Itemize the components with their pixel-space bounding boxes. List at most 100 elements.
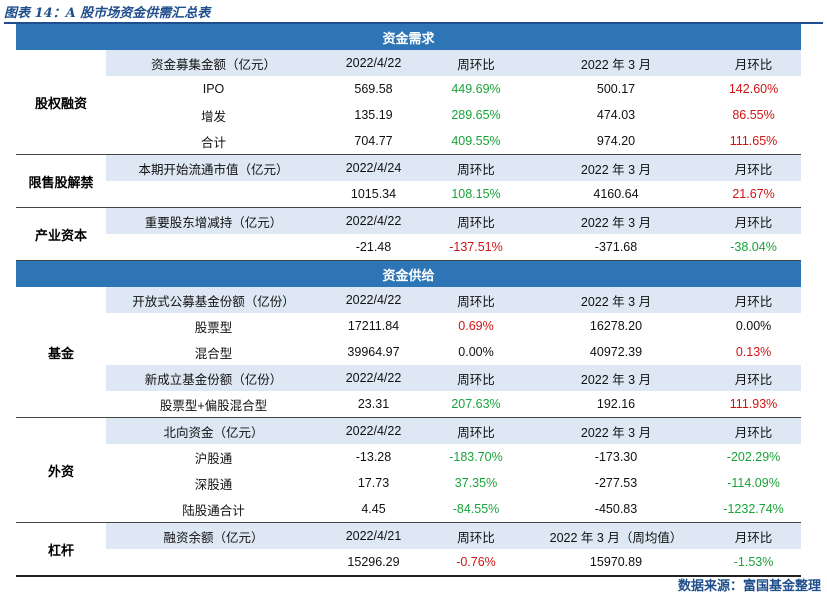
cell-item: 股票型: [194, 320, 233, 335]
cell-date: 17.73: [357, 476, 390, 490]
data-row: 15296.29 -0.76% 15970.89 -1.53%: [16, 549, 802, 577]
cell-month: 474.03: [596, 108, 636, 122]
cell-mom: -38.04%: [706, 234, 802, 261]
cell-wow: 207.63%: [426, 391, 526, 418]
group-label: 股权融资: [16, 50, 106, 155]
data-row: -21.48 -137.51% -371.68 -38.04%: [16, 234, 802, 261]
subheader-row: 杠杆 融资余额（亿元） 2022/4/21 周环比 2022 年 3 月（周均值） 月环比: [16, 522, 802, 577]
cell-month: -450.83: [526, 496, 706, 523]
cell-date: 569.58: [354, 82, 393, 96]
cell-date: 23.31: [321, 391, 426, 418]
cell-wow: 449.69%: [451, 82, 501, 96]
header-item: 资金募集金额（亿元）: [106, 50, 321, 76]
cell-item: 混合型: [194, 346, 233, 361]
fund-supply-demand-table: 资金需求 股权融资 资金募集金额（亿元） 2022/4/22 周环比 2022 年 3 月…: [16, 24, 802, 577]
header-item: 新成立基金份额（亿份）: [106, 365, 321, 391]
data-row: 陆股通合计 4.45 -84.55% -450.83 -1232.74%: [16, 496, 802, 523]
header-month: 2022 年 3 月（周均值）: [526, 522, 706, 549]
header-month: 2022 年 3 月: [526, 365, 706, 391]
cell-mom: 111.65%: [706, 128, 802, 155]
header-month: 2022 年 3 月: [526, 154, 706, 181]
cell-date: 17211.84: [347, 319, 400, 333]
header-mom: 月环比: [706, 417, 802, 444]
cell-mom: -1.53%: [706, 549, 802, 577]
cell-mom: 0.13%: [735, 345, 772, 359]
cell-mom: -114.09%: [727, 476, 780, 490]
header-mom: 月环比: [706, 50, 802, 76]
subheader-row: 外资 北向资金（亿元） 2022/4/22 周环比 2022 年 3 月月环比: [16, 417, 802, 523]
cell-item: 增发: [200, 109, 226, 124]
cell-item: [106, 234, 321, 261]
cell-wow: 37.35%: [454, 476, 498, 490]
header-date: 2022/4/22: [321, 365, 426, 391]
header-mom: 月环比: [706, 287, 802, 313]
cell-month: 16278.20: [589, 319, 643, 333]
data-row: 深股通 17.73 37.35% -277.53 -114.09%: [16, 470, 801, 496]
cell-wow: 108.15%: [426, 181, 526, 208]
header-month: 2022 年 3 月: [526, 417, 706, 444]
subheader-row: 新成立基金份额（亿份） 2022/4/22 周环比 2022 年 3 月月环比: [16, 365, 802, 391]
cell-mom: 142.60%: [728, 82, 779, 96]
data-row: 1015.34 108.15% 4160.64 21.67%: [16, 181, 802, 208]
header-item: 开放式公募基金份额（亿份）: [106, 287, 321, 313]
cell-wow: 0.00%: [458, 345, 494, 359]
data-row: 股票型 17211.84 0.69% 16278.20 0.00%: [16, 313, 801, 339]
cell-month: -173.30: [594, 450, 638, 464]
cell-wow: 289.65%: [451, 108, 501, 122]
cell-item: 陆股通合计: [106, 496, 321, 523]
header-wow: 周环比: [426, 154, 526, 181]
subheader-row: 产业资本 重要股东增减持（亿元） 2022/4/22 周环比 2022 年 3 月月环比: [16, 207, 802, 261]
cell-month: 40972.39: [589, 345, 643, 359]
header-month: 2022 年 3 月: [526, 287, 706, 313]
cell-date: 135.19: [354, 108, 393, 122]
data-row: 增发 135.19 289.65% 474.03 86.55%: [16, 102, 801, 128]
cell-wow: 409.55%: [426, 128, 526, 155]
cell-month: 974.20: [526, 128, 706, 155]
cell-mom: -1232.74%: [706, 496, 802, 523]
title-rule: [4, 22, 823, 24]
header-date: 2022/4/22: [321, 207, 426, 234]
cell-date: 1015.34: [321, 181, 426, 208]
cell-date: 704.77: [321, 128, 426, 155]
data-row: 沪股通 -13.28 -183.70% -173.30 -202.29%: [16, 444, 801, 470]
group-label: 限售股解禁: [16, 154, 106, 208]
header-date: 2022/4/21: [321, 522, 426, 549]
data-row: 混合型 39964.97 0.00% 40972.39 0.13%: [16, 339, 801, 365]
cell-date: 4.45: [321, 496, 426, 523]
header-wow: 周环比: [426, 207, 526, 234]
cell-month: -371.68: [526, 234, 706, 261]
cell-mom: -202.29%: [726, 450, 781, 464]
cell-wow: -137.51%: [426, 234, 526, 261]
header-date: 2022/4/22: [321, 287, 426, 313]
cell-wow: -84.55%: [426, 496, 526, 523]
header-date: 2022/4/22: [321, 50, 426, 76]
section-title: 资金供给: [16, 260, 802, 287]
group-label: 基金: [16, 287, 106, 418]
cell-mom: 21.67%: [706, 181, 802, 208]
group-label: 产业资本: [16, 207, 106, 261]
header-item: 北向资金（亿元）: [106, 417, 321, 444]
header-month: 2022 年 3 月: [526, 50, 706, 76]
header-wow: 周环比: [426, 50, 526, 76]
header-wow: 周环比: [426, 417, 526, 444]
cell-month: 500.17: [596, 82, 636, 96]
cell-item: 合计: [106, 128, 321, 155]
cell-item: IPO: [202, 82, 225, 96]
cell-date: 39964.97: [347, 345, 400, 359]
header-item: 重要股东增减持（亿元）: [106, 207, 321, 234]
header-mom: 月环比: [706, 207, 802, 234]
cell-month: -277.53: [594, 476, 638, 490]
header-mom: 月环比: [706, 154, 802, 181]
cell-date: -13.28: [355, 450, 392, 464]
section-header-row: 资金供给: [16, 260, 802, 287]
cell-wow: 0.69%: [458, 319, 494, 333]
cell-item: [106, 181, 321, 208]
cell-date: 15296.29: [321, 549, 426, 577]
header-wow: 周环比: [426, 522, 526, 549]
cell-wow: -183.70%: [449, 450, 503, 464]
cell-item: 股票型+偏股混合型: [106, 391, 321, 418]
header-date: 2022/4/22: [321, 417, 426, 444]
cell-item: 沪股通: [194, 451, 233, 466]
header-date: 2022/4/24: [321, 154, 426, 181]
cell-month: 4160.64: [526, 181, 706, 208]
